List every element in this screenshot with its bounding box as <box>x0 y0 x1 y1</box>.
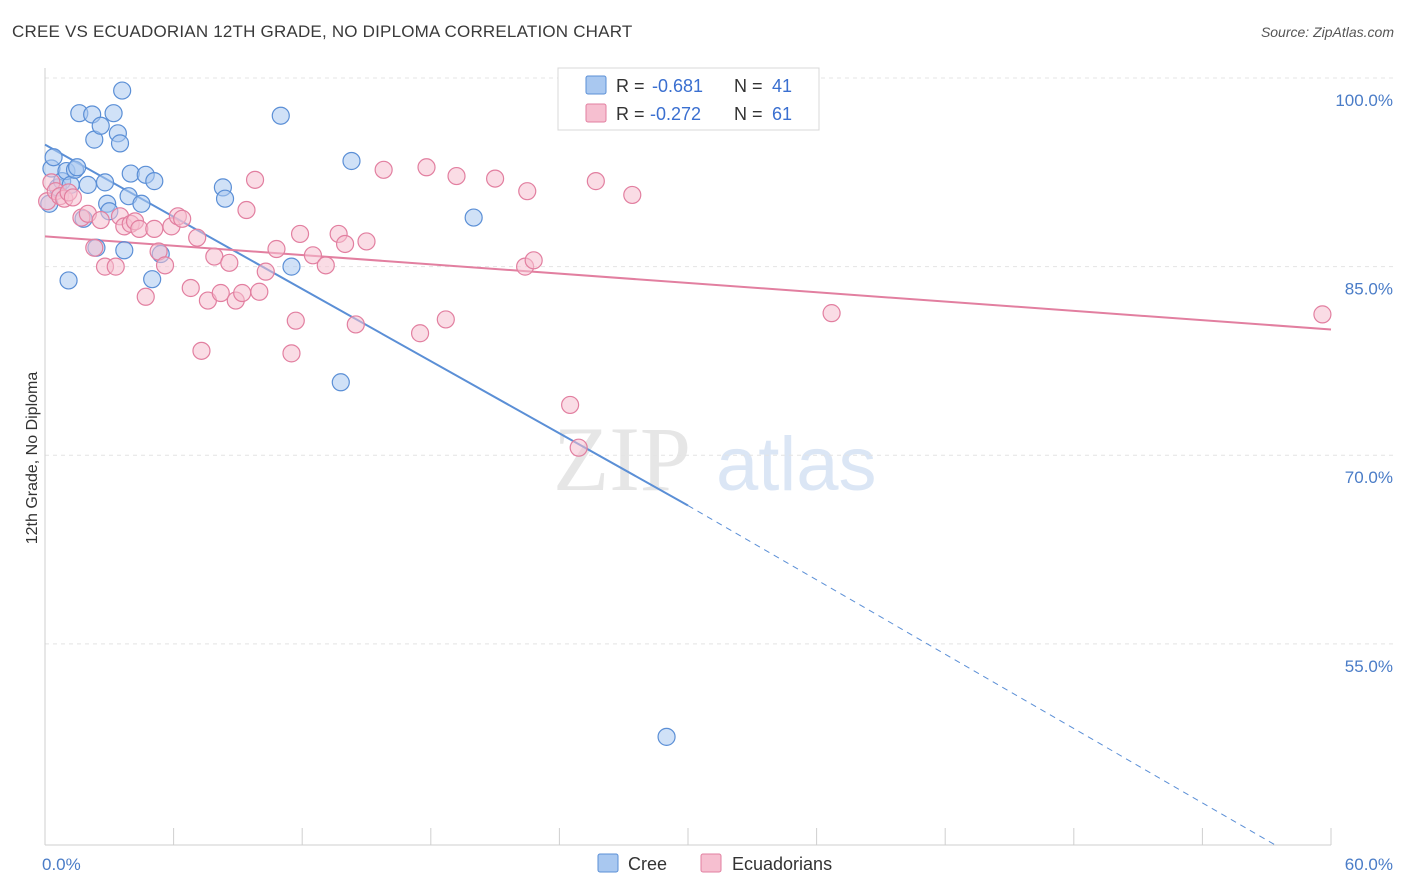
ecuadorian-point <box>233 283 252 303</box>
cree-point <box>110 134 130 153</box>
cree-point <box>215 189 235 208</box>
legend-n-label-cree: N = <box>734 76 763 96</box>
bottom-legend-swatch-cree <box>597 853 619 873</box>
legend: R = -0.681 N = 41 R = -0.272 N = 61 <box>557 67 820 131</box>
cree-point <box>143 270 162 289</box>
ecuadorian-point <box>188 228 207 247</box>
cree-point <box>132 194 151 213</box>
ecuadorian-point <box>220 253 239 272</box>
ecuadorian-point <box>417 158 436 177</box>
cree-point <box>115 241 134 260</box>
legend-n-label-ecuadorians: N = <box>734 104 763 124</box>
bottom-legend-swatch-ecuadorians <box>700 853 722 873</box>
legend-r-label-cree: R = <box>616 76 645 96</box>
bottom-legend-ecuadorians: Ecuadorians <box>732 854 832 874</box>
cree-point <box>271 106 290 125</box>
y-axis-label: 12th Grade, No Diploma <box>24 372 41 545</box>
ecuadorian-point <box>91 210 110 230</box>
ecuadorian-point <box>145 219 164 238</box>
y-tick-labels: 100.0% 85.0% 70.0% 55.0% <box>1335 91 1393 676</box>
cree-point <box>95 173 115 192</box>
ecuadorian-point <box>106 257 125 276</box>
y-tick-label: 100.0% <box>1335 91 1393 110</box>
ecuadorian-point <box>346 315 365 334</box>
cree-point <box>113 81 132 100</box>
ecuadorian-point <box>316 256 335 275</box>
cree-point <box>68 158 87 177</box>
cree-point <box>145 172 164 191</box>
x-tick-labels: 0.0% 60.0% <box>42 855 1393 874</box>
bottom-legend-cree: Cree <box>628 854 667 874</box>
legend-n-value-cree: 41 <box>772 76 792 96</box>
ecuadorian-point <box>256 262 275 281</box>
legend-swatch-cree <box>585 75 607 95</box>
legend-r-value-ecuadorians: -0.272 <box>650 104 701 124</box>
ecuadorian-point <box>561 395 580 415</box>
ecuadorian-trend-line <box>44 235 1332 331</box>
ecuadorian-point <box>569 438 588 457</box>
cree-point <box>464 208 483 227</box>
ecuadorian-point <box>586 172 605 191</box>
cree-point <box>44 148 63 167</box>
ecuadorian-point <box>267 239 286 259</box>
ecuadorian-point <box>63 188 82 207</box>
ecuadorian-point <box>335 234 355 254</box>
cree-point <box>91 116 110 135</box>
cree-point <box>104 104 123 123</box>
data-points <box>38 81 1332 746</box>
x-tick-label-max: 60.0% <box>1345 855 1393 874</box>
ecuadorian-point <box>282 344 301 363</box>
ecuadorian-point <box>623 185 642 205</box>
ecuadorian-point <box>245 170 265 189</box>
ecuadorian-point <box>286 311 305 330</box>
watermark-atlas: atlas <box>716 422 877 507</box>
ecuadorian-point <box>447 166 466 186</box>
watermark-zip: ZIP <box>553 408 691 510</box>
y-tick-label: 70.0% <box>1345 468 1393 487</box>
ecuadorian-point <box>486 169 505 188</box>
bottom-legend: Cree Ecuadorians <box>597 853 832 874</box>
legend-r-value-cree: -0.681 <box>652 76 703 96</box>
x-tick-label-min: 0.0% <box>42 855 81 874</box>
cree-trend-line-extension <box>687 505 1278 847</box>
cree-point <box>282 257 301 276</box>
ecuadorian-point <box>136 287 155 306</box>
cree-point <box>657 727 676 746</box>
source-credit: Source: ZipAtlas.com <box>1260 24 1394 40</box>
cree-point <box>121 164 140 183</box>
ecuadorian-point <box>822 304 841 323</box>
cree-point <box>331 373 350 392</box>
ecuadorian-point <box>518 182 537 201</box>
ecuadorian-point <box>410 324 430 343</box>
ecuadorian-point <box>173 209 192 228</box>
legend-r-label-ecuadorians: R = <box>616 104 645 124</box>
ecuadorian-point <box>250 282 269 301</box>
ecuadorian-point <box>181 278 200 298</box>
ecuadorian-point <box>524 251 543 270</box>
ecuadorian-point <box>357 232 376 251</box>
ecuadorian-point <box>290 224 310 244</box>
gridlines <box>45 77 1393 645</box>
ecuadorian-point <box>155 256 175 275</box>
ecuadorian-point <box>436 310 455 329</box>
ecuadorian-point <box>85 238 104 257</box>
cree-point <box>78 175 97 194</box>
ecuadorian-point <box>303 246 323 265</box>
cree-point <box>59 271 78 290</box>
y-tick-label: 55.0% <box>1345 657 1393 676</box>
ecuadorian-point <box>374 160 393 179</box>
ecuadorian-point <box>211 283 230 303</box>
ecuadorian-point <box>192 341 211 360</box>
y-tick-label: 85.0% <box>1345 280 1393 299</box>
ecuadorian-point <box>1313 305 1332 324</box>
legend-n-value-ecuadorians: 61 <box>772 104 792 124</box>
ecuadorian-point <box>237 200 256 220</box>
chart-title: CREE VS ECUADORIAN 12TH GRADE, NO DIPLOM… <box>12 22 633 41</box>
legend-swatch-ecuadorians <box>585 103 607 123</box>
cree-point <box>342 151 361 171</box>
